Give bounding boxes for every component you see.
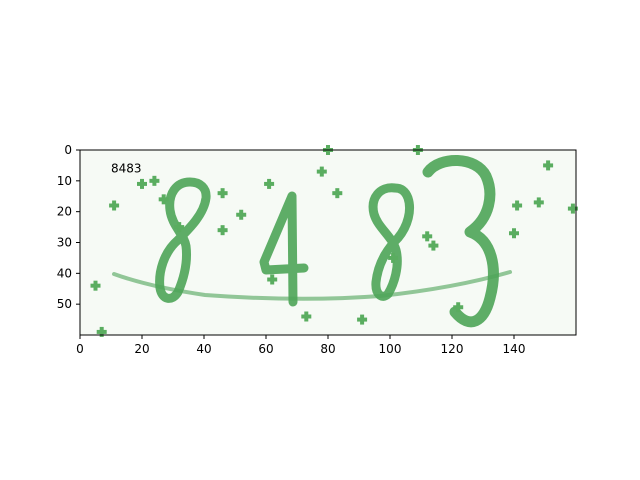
x-tick-label: 120 (441, 342, 464, 356)
x-tick-label: 80 (320, 342, 335, 356)
y-tick-label: 50 (57, 297, 72, 311)
noise-dot (90, 280, 101, 291)
x-tick-label: 100 (379, 342, 402, 356)
noise-dot (264, 178, 275, 189)
y-tick-label: 10 (57, 174, 72, 188)
noise-dot (567, 203, 578, 214)
noise-dot (422, 231, 433, 242)
noise-dot (267, 274, 278, 285)
glyph-4 (259, 191, 309, 307)
annotation-text: 8483 (111, 162, 142, 176)
noise-dot (316, 166, 327, 177)
captcha-strokes (112, 155, 512, 328)
x-tick-label: 20 (134, 342, 149, 356)
noise-dot (388, 252, 399, 263)
noise-dot (357, 314, 368, 325)
noise-dot (453, 302, 464, 313)
noise-dot (109, 200, 120, 211)
x-tick-label: 0 (76, 342, 84, 356)
glyph-3 (422, 155, 499, 328)
y-tick-label: 20 (57, 205, 72, 219)
noise-dot (428, 240, 439, 251)
noise-dot (174, 222, 185, 233)
noise-dot (137, 178, 147, 189)
y-tick-label: 0 (64, 143, 72, 157)
plot-area: 8483 0 20 40 60 80 100 120 140 0 10 20 30 40 50 (57, 143, 578, 356)
noise-dot (332, 188, 343, 199)
noise-dot (543, 160, 554, 171)
y-tick-label: 30 (57, 236, 72, 250)
x-axis: 0 20 40 60 80 100 120 140 (76, 335, 525, 356)
y-axis: 0 10 20 30 40 50 (57, 143, 80, 311)
y-tick-label: 40 (57, 266, 72, 280)
noise-dot (236, 209, 247, 220)
noise-dot (512, 200, 523, 211)
noise-dot (149, 175, 160, 186)
noise-dot (509, 228, 519, 239)
noise-dot (217, 188, 228, 199)
glyph-8-first (155, 177, 211, 303)
noise-dot (533, 197, 544, 208)
noise-dot (96, 326, 107, 337)
x-tick-label: 140 (503, 342, 526, 356)
x-tick-label: 60 (258, 342, 273, 356)
noise-dot (217, 225, 228, 236)
noise-dot (158, 194, 169, 205)
noise-dot (301, 311, 312, 322)
x-tick-label: 40 (196, 342, 211, 356)
glyph-8-second (368, 183, 415, 301)
